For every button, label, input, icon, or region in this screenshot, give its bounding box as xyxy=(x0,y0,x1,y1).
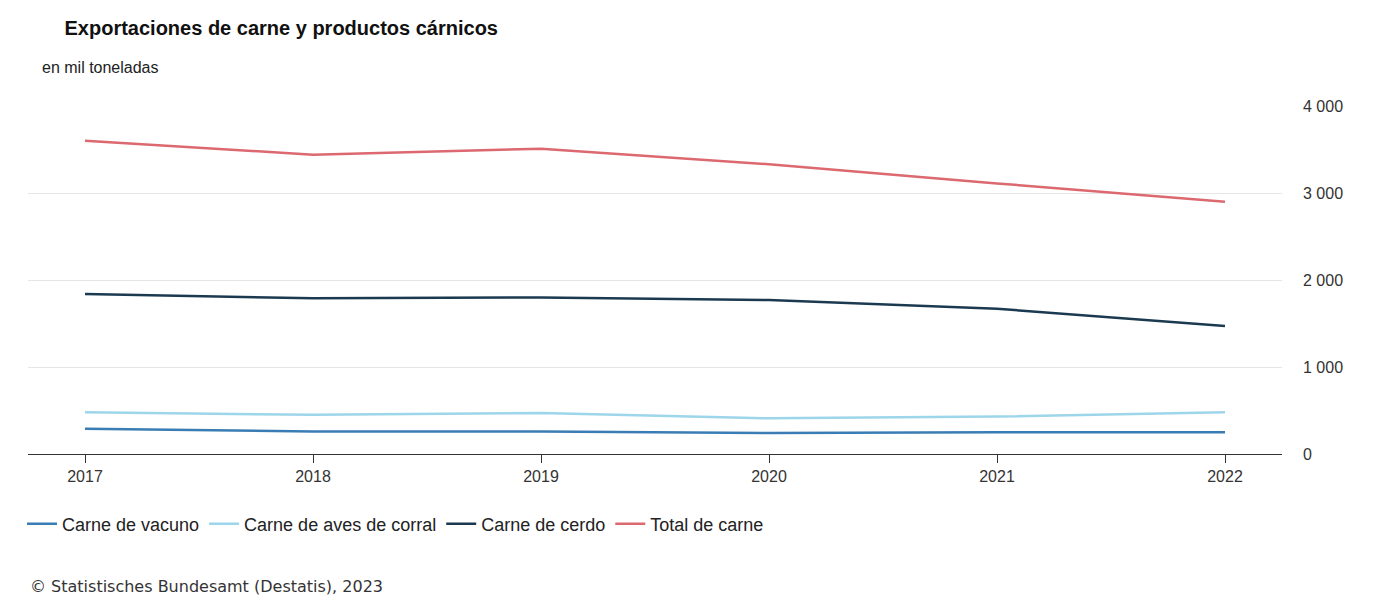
svg-text:en mil toneladas: en mil toneladas xyxy=(42,59,159,76)
svg-text:Carne de aves de corral: Carne de aves de corral xyxy=(244,515,436,535)
svg-text:2017: 2017 xyxy=(67,468,103,485)
svg-text:© Statistisches Bundesamt (Des: © Statistisches Bundesamt (Destatis), 20… xyxy=(30,577,383,596)
svg-text:2 000: 2 000 xyxy=(1303,272,1343,289)
svg-text:4 000: 4 000 xyxy=(1303,98,1343,115)
svg-text:Total de carne: Total de carne xyxy=(650,515,763,535)
svg-text:Exportaciones de carne y produ: Exportaciones de carne y productos cárni… xyxy=(65,17,498,39)
svg-text:2021: 2021 xyxy=(979,468,1015,485)
svg-text:2020: 2020 xyxy=(751,468,787,485)
svg-text:Carne de cerdo: Carne de cerdo xyxy=(481,515,605,535)
svg-text:1 000: 1 000 xyxy=(1303,359,1343,376)
svg-text:2019: 2019 xyxy=(523,468,559,485)
svg-text:2018: 2018 xyxy=(295,468,331,485)
svg-text:0: 0 xyxy=(1303,446,1312,463)
svg-text:3 000: 3 000 xyxy=(1303,185,1343,202)
svg-text:2022: 2022 xyxy=(1207,468,1243,485)
svg-text:Carne de vacuno: Carne de vacuno xyxy=(62,515,199,535)
